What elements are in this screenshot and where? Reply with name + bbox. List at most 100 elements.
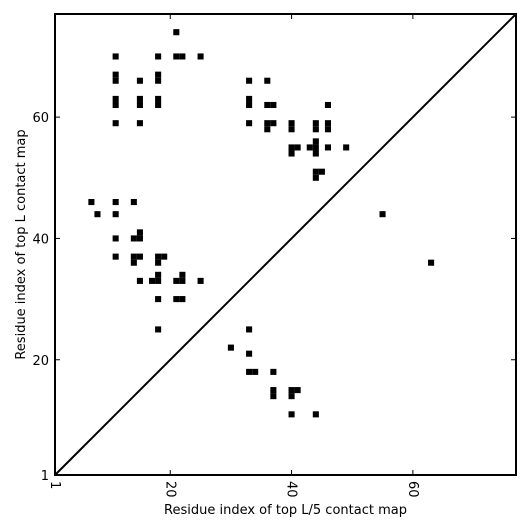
contact-point xyxy=(312,138,319,145)
contact-point xyxy=(155,95,162,102)
contact-point xyxy=(130,199,137,206)
contact-point xyxy=(288,126,295,133)
contact-point xyxy=(246,350,253,357)
contact-point xyxy=(112,71,119,78)
contact-point xyxy=(306,144,313,151)
contact-point xyxy=(264,120,271,127)
contact-point xyxy=(318,168,325,175)
contact-point xyxy=(294,387,301,394)
contact-point xyxy=(312,174,319,181)
contact-point xyxy=(264,77,271,84)
contact-point xyxy=(173,296,180,303)
contact-point xyxy=(155,53,162,60)
contact-point xyxy=(155,101,162,109)
contact-point xyxy=(197,53,204,60)
contact-point xyxy=(136,253,143,260)
contact-point xyxy=(246,101,253,109)
contact-point xyxy=(136,101,143,109)
contact-point xyxy=(324,101,331,109)
contact-point xyxy=(324,126,331,133)
contact-point xyxy=(173,53,180,60)
contact-point xyxy=(288,387,295,394)
contact-point xyxy=(112,235,119,242)
contact-point xyxy=(264,126,271,133)
contact-point xyxy=(173,29,180,36)
contact-point xyxy=(136,95,143,102)
y-tick-label: 20 xyxy=(32,354,49,369)
contact-point xyxy=(94,211,101,218)
contact-point xyxy=(155,296,162,303)
contact-point xyxy=(112,95,119,102)
contact-point xyxy=(179,277,186,284)
contact-point xyxy=(155,259,162,266)
contact-point xyxy=(312,120,319,127)
x-axis-label: Residue index of top L/5 contact map xyxy=(164,503,407,518)
contact-point xyxy=(179,271,186,278)
contact-point xyxy=(264,101,271,109)
contact-point xyxy=(270,393,277,400)
contact-point xyxy=(179,296,186,303)
contact-point xyxy=(155,326,162,333)
contact-point xyxy=(428,259,435,266)
contact-point xyxy=(312,411,319,418)
contact-point xyxy=(246,326,253,333)
y-axis-label: Residue index of top L contact map xyxy=(14,129,29,359)
contact-point xyxy=(270,101,277,109)
contact-point xyxy=(179,53,186,60)
contact-point xyxy=(312,144,319,151)
contact-point xyxy=(149,277,156,284)
contact-point xyxy=(246,77,253,84)
diagonal-line xyxy=(54,13,517,476)
contact-point xyxy=(324,144,331,151)
contact-point xyxy=(173,277,180,284)
contact-point xyxy=(312,126,319,133)
contact-point xyxy=(155,253,162,260)
contact-point xyxy=(112,53,119,60)
contact-point xyxy=(112,77,119,84)
contact-point xyxy=(246,95,253,102)
contact-point xyxy=(88,199,95,206)
y-tick-label: 1 xyxy=(41,469,49,484)
contact-point xyxy=(161,253,168,260)
contact-point xyxy=(155,77,162,84)
y-axis: 1 20 40 60 xyxy=(32,111,516,484)
contact-point xyxy=(136,277,143,284)
x-axis: 1 20 40 60 xyxy=(47,14,420,498)
x-tick-label: 1 xyxy=(47,481,62,489)
y-tick-label: 60 xyxy=(32,111,49,126)
contact-point xyxy=(136,229,143,236)
contact-point xyxy=(130,253,137,260)
contact-point xyxy=(227,344,234,351)
contact-point xyxy=(288,150,295,157)
contact-point xyxy=(270,120,277,127)
contact-point xyxy=(246,120,253,127)
x-tick-label: 40 xyxy=(284,481,299,498)
contact-point xyxy=(343,144,350,151)
contact-point xyxy=(197,277,204,284)
y-tick-label: 40 xyxy=(32,232,49,247)
contact-point xyxy=(112,120,119,127)
contact-point xyxy=(288,411,295,418)
contact-point xyxy=(288,393,295,400)
contact-point xyxy=(294,144,301,151)
contact-point xyxy=(136,235,143,242)
contact-point xyxy=(130,235,137,242)
contact-point xyxy=(112,101,119,109)
contact-point xyxy=(155,271,162,278)
contact-point xyxy=(270,387,277,394)
contact-point xyxy=(112,253,119,260)
contact-point xyxy=(288,144,295,151)
contact-point xyxy=(270,368,277,375)
contact-point xyxy=(379,211,386,218)
contact-point xyxy=(246,368,253,375)
contact-point xyxy=(155,71,162,78)
contact-point xyxy=(136,120,143,127)
contact-point xyxy=(312,168,319,175)
contact-point xyxy=(252,368,259,375)
x-tick-label: 20 xyxy=(162,481,177,498)
x-tick-label: 60 xyxy=(405,481,420,498)
contact-point xyxy=(112,211,119,218)
contact-point xyxy=(112,199,119,206)
contact-point xyxy=(324,120,331,127)
